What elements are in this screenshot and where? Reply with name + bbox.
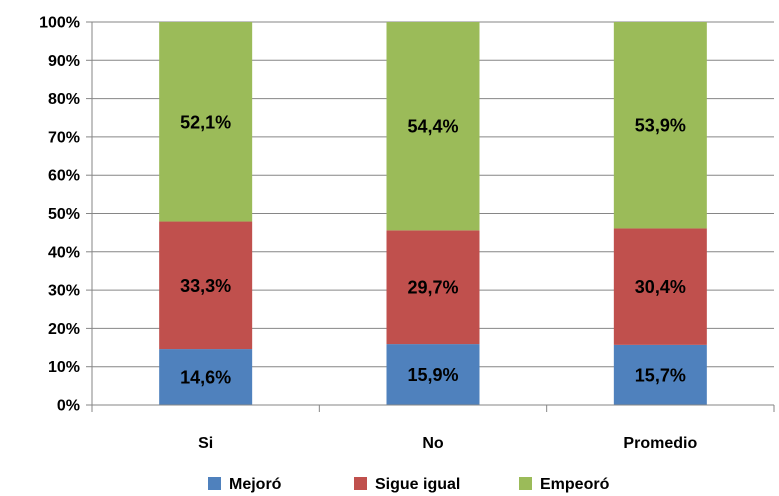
bars: 14,6% 33,3% 52,1% 15,9% 29,7% 54,4% 15,7% 30,4%… [159, 22, 707, 405]
y-tick-label: 60% [48, 168, 80, 185]
legend-swatch [519, 477, 532, 490]
axes [86, 21, 775, 412]
legend: Mejoró Sigue igual Empeoró [208, 476, 610, 493]
x-category-label: No [422, 435, 444, 452]
legend-entry-label: Empeoró [540, 476, 610, 493]
y-tick-label: 80% [48, 91, 80, 108]
bar-segment [159, 22, 253, 222]
y-tick-label: 30% [48, 283, 80, 300]
legend-swatch [208, 477, 221, 490]
data-label: 29,7% [407, 278, 458, 298]
legend-entry-label: Mejoró [229, 476, 282, 493]
bar-segment [386, 22, 480, 231]
y-tick-label: 0% [57, 398, 80, 415]
y-tick-label: 40% [48, 244, 80, 261]
y-tick-label: 20% [48, 321, 80, 338]
bar-segment [386, 344, 480, 405]
x-category-label: Promedio [623, 435, 697, 452]
data-label: 54,4% [407, 117, 458, 137]
y-tick-label: 10% [48, 359, 80, 376]
y-tick-label: 90% [48, 53, 80, 70]
legend-entry-label: Sigue igual [375, 476, 460, 493]
y-tick-label: 70% [48, 129, 80, 146]
bar-segment [386, 230, 480, 345]
data-label: 33,3% [180, 276, 231, 296]
bar-segment [159, 349, 253, 405]
data-label: 53,9% [635, 116, 686, 136]
data-label: 15,7% [635, 365, 686, 385]
y-tick-label: 100% [39, 15, 80, 32]
legend-swatch [354, 477, 367, 490]
data-label: 15,9% [407, 365, 458, 385]
bar-segment [613, 344, 707, 405]
data-label: 14,6% [180, 368, 231, 388]
bar-segment [613, 228, 707, 345]
bar-segment [159, 221, 253, 350]
x-category-label: Si [198, 435, 213, 452]
y-tick-label: 50% [48, 206, 80, 223]
x-category-labels: Si No Promedio [198, 435, 697, 452]
data-label: 30,4% [635, 277, 686, 297]
data-label: 52,1% [180, 112, 231, 132]
bar-segment [613, 22, 707, 229]
y-tick-labels: 0% 10% 20% 30% 40% 50% 60% 70% 80% 90% 100% [39, 15, 80, 415]
